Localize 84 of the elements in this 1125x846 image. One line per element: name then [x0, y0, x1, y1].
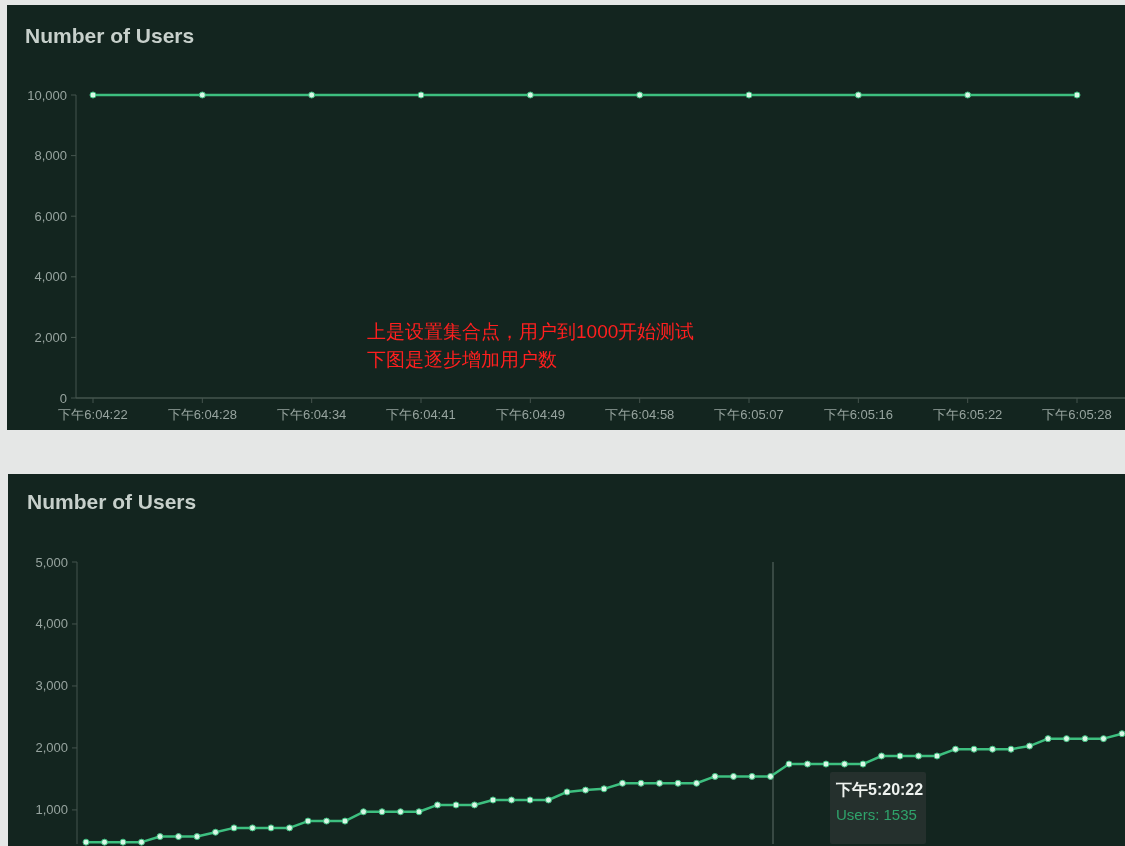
point — [878, 752, 885, 760]
x-tick-label: 下午6:05:28 — [1042, 407, 1112, 422]
x-tick-label: 下午6:04:49 — [495, 407, 566, 422]
point — [674, 779, 682, 787]
point — [1007, 745, 1015, 753]
point — [434, 801, 441, 809]
annotation: 下午5:20:22 — [835, 781, 924, 798]
x-tick-label: 下午6:04:41 — [386, 407, 456, 422]
point — [600, 785, 608, 793]
y-tick-label: 0 — [59, 390, 67, 406]
annotation: 下图是逐步增加用户数 — [367, 349, 557, 370]
point — [175, 833, 182, 841]
y-tick-label: 4,000 — [35, 616, 68, 632]
point — [101, 838, 108, 846]
point — [989, 745, 996, 753]
point — [526, 796, 534, 804]
point — [156, 833, 164, 841]
point — [767, 772, 774, 780]
point — [230, 824, 238, 832]
point — [415, 808, 423, 816]
point — [822, 760, 830, 768]
y-tick-label: 1,000 — [35, 802, 68, 818]
point — [1063, 735, 1070, 743]
point — [915, 752, 922, 760]
point — [286, 824, 293, 832]
point — [785, 760, 793, 768]
point — [508, 796, 515, 804]
point — [545, 796, 552, 804]
point — [693, 779, 700, 787]
point — [360, 808, 367, 816]
point — [452, 801, 460, 809]
x-tick-label: 下午6:05:22 — [932, 407, 1003, 422]
point — [323, 817, 330, 825]
x-tick-label: 下午6:04:34 — [276, 407, 347, 422]
x-tick-label: 下午6:04:58 — [604, 407, 675, 422]
point — [378, 808, 386, 816]
x-tick-label: 下午6:04:22 — [58, 407, 128, 422]
x-tick-label: 下午6:05:07 — [714, 407, 784, 422]
y-tick-label: 2,000 — [34, 329, 67, 345]
point — [1026, 742, 1033, 750]
annotation: Users: 1535 — [836, 806, 917, 823]
point — [896, 752, 904, 760]
point — [619, 779, 626, 787]
chart-title: Number of Users — [27, 490, 197, 513]
point — [804, 760, 811, 768]
y-tick-label: 8,000 — [34, 148, 67, 164]
point — [859, 760, 867, 768]
point — [489, 796, 497, 804]
point — [267, 824, 275, 832]
point — [952, 745, 959, 753]
point — [82, 838, 90, 846]
y-tick-label: 5,000 — [35, 554, 68, 570]
point — [970, 745, 978, 753]
point — [249, 824, 256, 832]
point — [1100, 735, 1107, 743]
point — [748, 772, 756, 780]
point — [933, 752, 941, 760]
point — [138, 838, 145, 846]
y-tick-label: 3,000 — [35, 678, 68, 694]
point — [730, 772, 737, 780]
chart-title: Number of Users — [25, 24, 195, 47]
point — [193, 833, 201, 841]
point — [656, 779, 663, 787]
point — [563, 788, 571, 796]
x-tick-label: 下午6:04:28 — [167, 407, 238, 422]
point — [1044, 735, 1052, 743]
point — [212, 828, 219, 836]
point — [119, 838, 127, 846]
point — [1118, 730, 1125, 738]
point — [397, 808, 404, 816]
y-tick-label: 4,000 — [34, 269, 67, 285]
x-tick-label: 下午6:05:16 — [823, 407, 894, 422]
point — [471, 801, 478, 809]
point — [841, 760, 848, 768]
point — [637, 779, 645, 787]
annotation: 上是设置集合点，用户到1000开始测试 — [367, 321, 695, 342]
point — [1081, 735, 1089, 743]
y-tick-label: 2,000 — [35, 740, 68, 756]
y-tick-label: 6,000 — [34, 208, 67, 224]
y-tick-label: 10,000 — [27, 87, 67, 103]
point — [711, 772, 719, 780]
point — [582, 786, 589, 794]
point — [304, 817, 312, 825]
point — [341, 817, 349, 825]
